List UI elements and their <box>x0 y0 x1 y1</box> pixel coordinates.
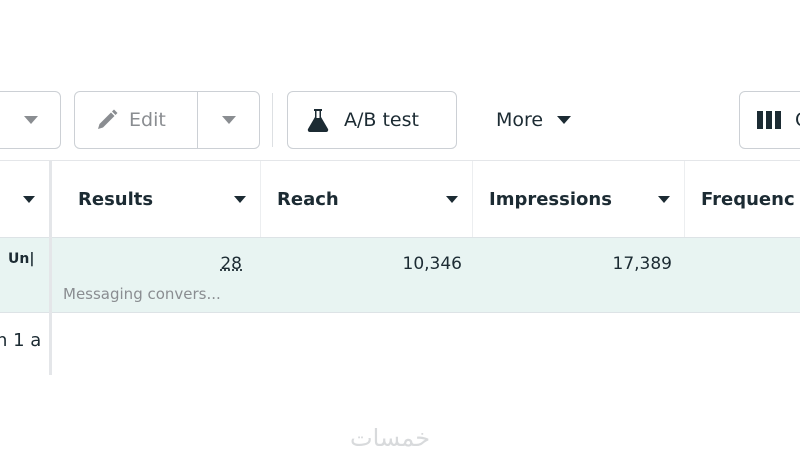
column-header-name[interactable] <box>0 161 50 237</box>
edit-dropdown[interactable] <box>198 116 259 124</box>
sort-caret-icon <box>23 195 35 203</box>
row-name[interactable]: Un| <box>8 251 35 267</box>
frozen-column-divider <box>49 161 52 375</box>
sort-caret-icon <box>658 195 670 203</box>
columns-icon <box>757 111 781 129</box>
chevron-down-icon <box>24 116 38 124</box>
flask-icon <box>307 109 329 132</box>
chevron-down-icon <box>221 116 236 124</box>
column-header-impressions[interactable]: Impressions <box>473 161 685 237</box>
table-row[interactable] <box>0 237 800 313</box>
sort-caret-icon <box>446 195 458 203</box>
header-label: Reach <box>277 188 339 210</box>
row-name[interactable]: n 1 a <box>0 330 42 351</box>
more-button[interactable]: More <box>496 91 572 149</box>
results-subtitle: Messaging convers... <box>63 285 221 303</box>
pencil-icon <box>98 109 118 129</box>
edit-split-button: Edit <box>74 91 260 149</box>
impressions-value: 17,389 <box>612 254 672 274</box>
chevron-down-icon <box>557 116 572 124</box>
results-value[interactable]: 28 <box>220 254 242 274</box>
edit-button[interactable]: Edit <box>75 92 198 148</box>
column-header-frequency[interactable]: Frequenc <box>685 161 800 237</box>
columns-button[interactable]: C <box>739 91 800 149</box>
toolbar-divider <box>272 93 273 147</box>
sort-caret-icon <box>234 195 246 203</box>
column-header-reach[interactable]: Reach <box>261 161 473 237</box>
columns-label: C <box>795 109 800 131</box>
table-header-border <box>0 160 800 161</box>
watermark: خمسات <box>350 424 431 452</box>
previous-dropdown-button[interactable] <box>0 91 61 149</box>
ab-test-button[interactable]: A/B test <box>287 91 457 149</box>
ab-test-label: A/B test <box>344 109 419 131</box>
header-label: Results <box>78 188 154 210</box>
header-label: Frequenc <box>701 188 795 210</box>
header-label: Impressions <box>489 188 612 210</box>
edit-label: Edit <box>129 109 166 131</box>
reach-value: 10,346 <box>402 254 462 274</box>
more-label: More <box>496 109 544 131</box>
column-header-results[interactable]: Results <box>52 161 261 237</box>
